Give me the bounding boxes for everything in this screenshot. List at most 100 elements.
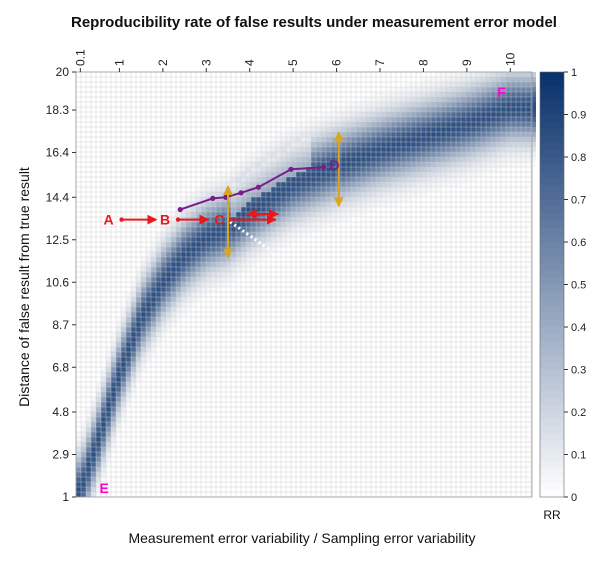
heatmap-cell — [476, 167, 481, 172]
white-dotted-line — [229, 220, 273, 253]
heatmap-cell — [516, 127, 521, 132]
heatmap-cell — [501, 147, 506, 152]
heatmap-cell — [266, 142, 271, 147]
heatmap-cell — [271, 147, 276, 152]
heatmap-cell — [171, 267, 176, 272]
heatmap-cell — [506, 122, 511, 127]
heatmap-cell — [181, 247, 186, 252]
chart-title: Reproducibility rate of false results un… — [71, 14, 557, 31]
heatmap-cell — [246, 242, 251, 247]
heatmap-cell — [271, 137, 276, 142]
heatmap-cell — [266, 252, 271, 257]
heatmap-cell — [416, 157, 421, 162]
heatmap-cell — [291, 232, 296, 237]
heatmap-cell — [111, 417, 116, 422]
heatmap-cell — [376, 202, 381, 207]
heatmap-cell — [276, 177, 281, 182]
heatmap-cell — [251, 172, 256, 177]
heatmap-cell — [121, 322, 126, 327]
heatmap-cell — [496, 127, 501, 132]
heatmap-cell — [216, 232, 221, 237]
heatmap-cell — [126, 357, 131, 362]
heatmap-cell — [446, 157, 451, 162]
heatmap-cell — [101, 392, 106, 397]
heatmap-cell — [401, 192, 406, 197]
heatmap-cell — [126, 342, 131, 347]
colorbar-tick-label: 0.4 — [571, 322, 586, 334]
heatmap-cell — [271, 207, 276, 212]
heatmap-cell — [201, 187, 206, 192]
colorbar-segment — [540, 128, 564, 137]
heatmap-cell — [101, 407, 106, 412]
heatmap-cell — [501, 77, 506, 82]
heatmap-cell — [376, 117, 381, 122]
heatmap-cell — [466, 132, 471, 137]
heatmap-cell — [511, 82, 516, 87]
heatmap-cell — [251, 167, 256, 172]
heatmap-cell — [341, 177, 346, 182]
heatmap-cell — [161, 242, 166, 247]
heatmap-cell — [141, 272, 146, 277]
heatmap-cell — [276, 202, 281, 207]
heatmap-cell — [161, 272, 166, 277]
heatmap-cell — [416, 192, 421, 197]
heatmap-cell — [116, 362, 121, 367]
heatmap-cell — [291, 227, 296, 232]
heatmap-cell — [476, 112, 481, 117]
heatmap-cell — [406, 137, 411, 142]
heatmap-cell — [531, 137, 536, 142]
heatmap-cell — [521, 137, 526, 142]
heatmap-cell — [246, 247, 251, 252]
heatmap-cell — [276, 152, 281, 157]
heatmap-cell — [276, 162, 281, 167]
heatmap-cell — [461, 172, 466, 177]
heatmap-cell — [141, 307, 146, 312]
heatmap-cell — [156, 302, 161, 307]
heatmap-cell — [146, 347, 151, 352]
heatmap-cell — [106, 417, 111, 422]
heatmap-cell — [391, 147, 396, 152]
heatmap-cell — [141, 292, 146, 297]
heatmap-cell — [246, 177, 251, 182]
heatmap-cell — [231, 262, 236, 267]
heatmap-cell — [271, 187, 276, 192]
heatmap-cell — [486, 82, 491, 87]
heatmap-cell — [386, 202, 391, 207]
point-label-e: E — [100, 480, 109, 496]
heatmap-cell — [241, 247, 246, 252]
heatmap-cell — [396, 137, 401, 142]
heatmap-cell — [206, 287, 211, 292]
heatmap-cell — [401, 117, 406, 122]
heatmap-cell — [516, 162, 521, 167]
heatmap-cell — [141, 267, 146, 272]
heatmap-cell — [311, 197, 316, 202]
heatmap-cell — [431, 92, 436, 97]
heatmap-cell — [411, 122, 416, 127]
heatmap-cell — [456, 107, 461, 112]
heatmap-cell — [86, 462, 91, 467]
heatmap-cell — [296, 227, 301, 232]
heatmap-cell — [136, 327, 141, 332]
heatmap-cell — [516, 132, 521, 137]
heatmap-cell — [126, 292, 131, 297]
heatmap-cell — [251, 182, 256, 187]
heatmap-cell — [436, 82, 441, 87]
heatmap-cell — [401, 122, 406, 127]
heatmap-cell — [211, 287, 216, 292]
heatmap-cell — [491, 122, 496, 127]
heatmap-cell — [506, 72, 511, 77]
heatmap-cell — [196, 232, 201, 237]
heatmap-cell — [501, 82, 506, 87]
y-tick-label: 6.8 — [52, 360, 69, 374]
colorbar: 00.10.20.30.40.50.60.70.80.91 — [539, 67, 586, 504]
red-arrow-start — [119, 217, 124, 222]
heatmap-cell — [281, 177, 286, 182]
heatmap-cell — [266, 232, 271, 237]
heatmap-cell — [296, 237, 301, 242]
heatmap-cell — [136, 317, 141, 322]
heatmap-cell — [521, 157, 526, 162]
heatmap-cell — [246, 237, 251, 242]
heatmap-cell — [96, 462, 101, 467]
heatmap-cell — [186, 207, 191, 212]
heatmap-cell — [371, 107, 376, 112]
